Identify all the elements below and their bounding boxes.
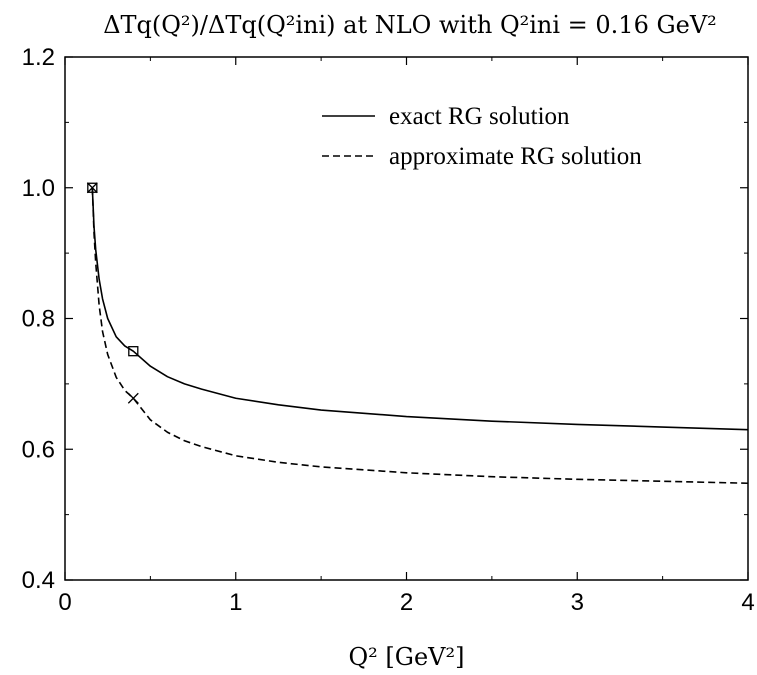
cross-marker-stroke (86, 182, 98, 194)
legend-label-1: exact RG solution (389, 103, 570, 130)
cross-marker (127, 392, 139, 404)
cross-marker (86, 182, 98, 194)
marker-layer (86, 182, 139, 404)
square-marker (128, 346, 139, 357)
series-line-2 (91, 187, 749, 485)
y-tick-label: 0.4 (22, 567, 55, 594)
y-tick-label: 1.2 (22, 44, 55, 71)
cross-marker-stroke (127, 392, 139, 404)
x-tick-label: 4 (741, 589, 754, 616)
axis-ticks (64, 56, 749, 581)
chart-title: ΔTq(Q²)/ΔTq(Q²ini) at NLO with Q²ini = 0… (103, 11, 717, 39)
y-tick-label: 0.8 (22, 306, 55, 333)
x-tick-label: 2 (400, 589, 413, 616)
y-tick-label: 1.0 (22, 175, 55, 202)
x-tick-label: 3 (571, 589, 584, 616)
x-axis-label: Q² [GeV²] (349, 643, 465, 671)
series-layer (91, 187, 749, 485)
legend: exact RG solution approximate RG solution (322, 103, 642, 170)
legend-label-2: approximate RG solution (389, 143, 642, 170)
square-marker (87, 182, 98, 193)
x-tick-label: 0 (58, 589, 71, 616)
chart-title-text: ΔTq(Q²)/ΔTq(Q²ini) at NLO with Q²ini = 0… (103, 11, 717, 39)
x-tick-label: 1 (229, 589, 242, 616)
y-tick-label: 0.6 (22, 436, 55, 463)
plot-frame (64, 56, 749, 581)
axis-tick-labels: 0 1 2 3 4 0.4 0.6 0.8 1.0 1.2 (22, 44, 755, 616)
series-line-1 (91, 187, 749, 431)
